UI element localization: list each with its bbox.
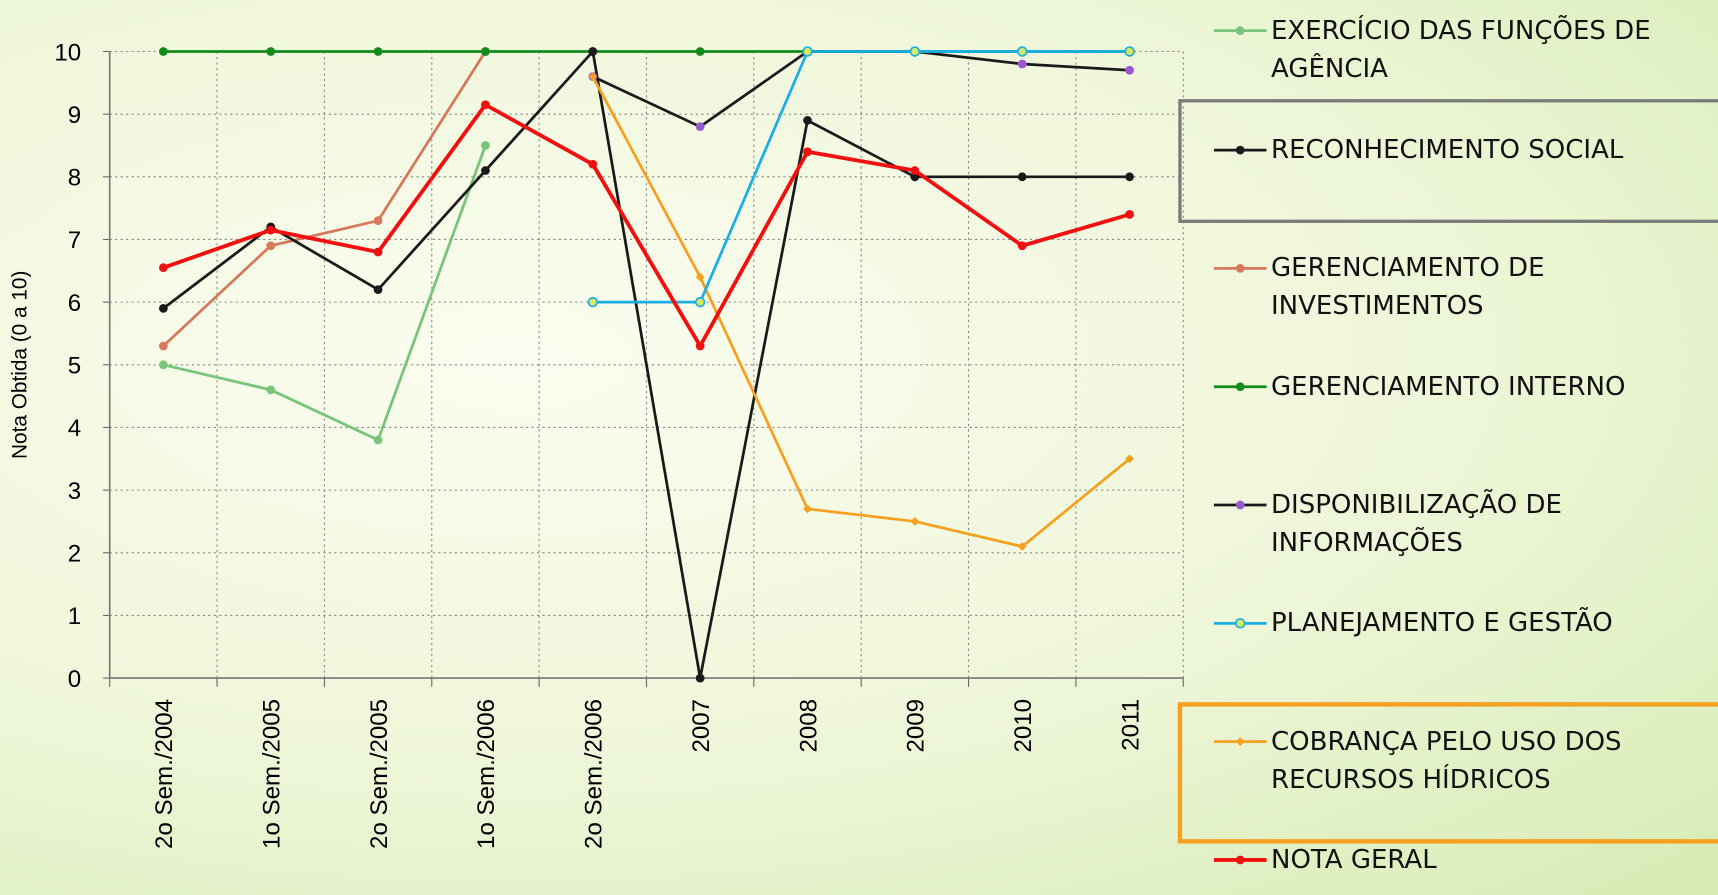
marker — [695, 673, 705, 683]
x-tick-label: 2o Sem./2005 — [366, 699, 393, 849]
marker — [803, 504, 812, 514]
y-tick-label: 6 — [68, 290, 81, 317]
marker — [158, 47, 168, 56]
marker — [373, 47, 383, 56]
y-tick-label: 5 — [68, 353, 81, 380]
marker — [1017, 542, 1027, 551]
legend-label: GERENCIAMENTO INTERNO — [1271, 371, 1626, 402]
marker — [481, 100, 490, 110]
marker — [802, 46, 813, 57]
line — [592, 50, 1130, 304]
marker — [373, 435, 383, 445]
y-axis-label: Nota Obtida (0 a 10) — [8, 271, 31, 459]
line — [163, 145, 487, 442]
y-tick-label: 1 — [68, 603, 81, 630]
marker — [481, 141, 490, 150]
legend-marker — [1235, 145, 1245, 155]
marker — [266, 47, 276, 56]
series — [158, 100, 1134, 351]
marker — [373, 247, 383, 257]
marker — [909, 46, 921, 57]
marker — [588, 47, 598, 56]
legend-label: GERENCIAMENTO DE INVESTIMENTOS — [1271, 253, 1545, 322]
marker — [803, 116, 812, 125]
marker — [1125, 210, 1134, 219]
legend-marker — [1235, 855, 1245, 865]
marker — [803, 147, 812, 157]
series — [158, 141, 490, 445]
legend-marker — [1235, 26, 1245, 36]
legend-marker — [1235, 382, 1245, 392]
marker — [158, 360, 168, 370]
marker — [910, 172, 920, 182]
legend-label: RECONHECIMENTO SOCIAL — [1271, 135, 1624, 166]
x-tick-label: 2009 — [903, 699, 930, 753]
y-tick-label: 3 — [68, 478, 81, 505]
y-tick-label: 10 — [54, 39, 81, 66]
marker — [695, 47, 705, 56]
marker — [1124, 46, 1135, 57]
marker — [1125, 172, 1134, 182]
marker — [481, 47, 490, 56]
marker — [158, 304, 168, 313]
marker — [158, 341, 168, 351]
legend-label: NOTA GERAL — [1271, 845, 1437, 876]
marker — [910, 166, 920, 175]
marker — [266, 241, 276, 251]
x-tick-label: 2008 — [795, 699, 822, 753]
line — [162, 50, 1130, 680]
marker — [266, 225, 276, 235]
legend-highlight — [1178, 99, 1718, 223]
legend-marker — [1235, 264, 1245, 273]
marker — [1017, 172, 1027, 182]
marker — [481, 166, 490, 175]
legend-label: EXERCÍCIO DAS FUNÇÕES DE AGÊNCIA — [1271, 15, 1651, 84]
x-tick-label: 2011 — [1117, 699, 1144, 751]
series — [158, 47, 1134, 683]
marker — [910, 517, 920, 526]
series — [587, 46, 1135, 308]
line — [591, 75, 1131, 548]
x-tick-label: 2o Sem./2006 — [581, 699, 608, 849]
legend-marker — [1235, 618, 1246, 629]
y-tick-label: 7 — [68, 227, 81, 254]
x-tick-label: 2o Sem./2004 — [151, 699, 178, 849]
marker — [158, 263, 168, 273]
series — [588, 72, 1134, 551]
y-tick-label: 9 — [68, 102, 81, 129]
legend-label: DISPONIBILIZAÇÃO DE INFORMAÇÕES — [1271, 490, 1562, 559]
legend-marker — [1235, 737, 1245, 747]
x-tick-label: 2010 — [1010, 699, 1037, 753]
x-tick-label: 1o Sem./2006 — [473, 699, 500, 849]
line — [162, 50, 487, 347]
x-tick-label: 1o Sem./2005 — [258, 699, 285, 849]
marker — [695, 341, 705, 351]
marker — [1125, 65, 1134, 75]
marker — [1017, 241, 1027, 251]
marker — [1017, 46, 1028, 57]
y-tick-label: 0 — [68, 666, 81, 693]
y-tick-label: 2 — [68, 541, 81, 568]
marker — [695, 122, 705, 132]
legend-label: COBRANÇA PELO USO DOS RECURSOS HÍDRICOS — [1271, 726, 1622, 795]
x-tick-label: 2007 — [688, 699, 715, 753]
marker — [694, 296, 706, 308]
marker — [373, 216, 383, 226]
line — [162, 102, 1131, 348]
legend-highlight — [1177, 702, 1718, 844]
marker — [587, 296, 599, 308]
y-tick-label: 4 — [68, 415, 81, 442]
marker — [1017, 59, 1027, 69]
marker — [373, 285, 383, 294]
marker — [588, 159, 598, 169]
legend-label: PLANEJAMENTO E GESTÃO — [1271, 608, 1613, 639]
y-tick-label: 8 — [68, 165, 81, 192]
marker — [266, 385, 276, 395]
legend-marker — [1235, 500, 1245, 510]
